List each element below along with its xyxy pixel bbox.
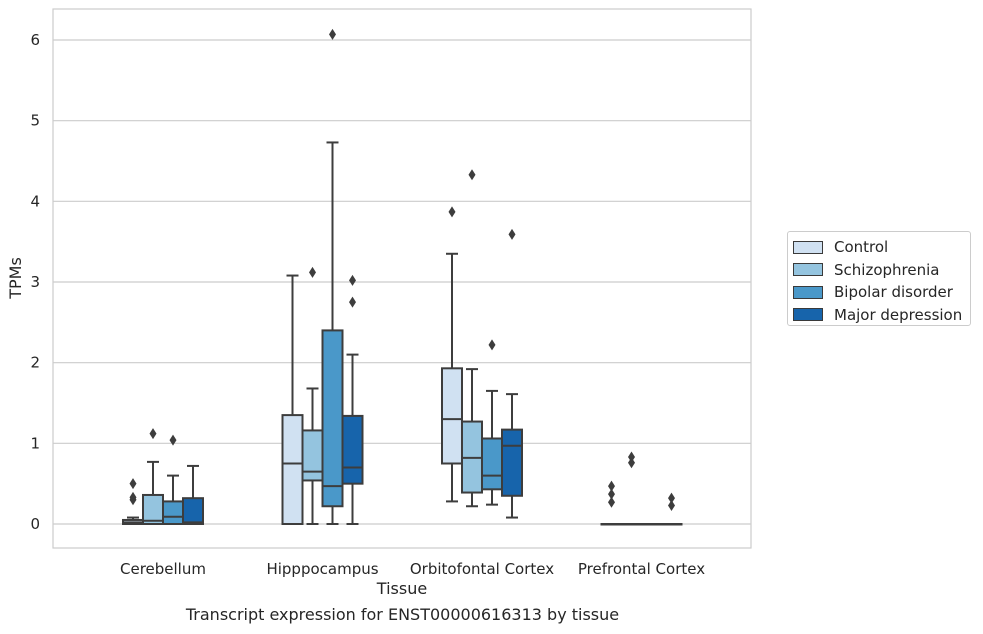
outlier-point <box>448 206 456 218</box>
y-tick-label: 6 <box>30 31 40 49</box>
outlier-point <box>608 488 615 500</box>
legend: Control Schizophrenia Bipolar disorder Majo… <box>787 231 971 326</box>
legend-item: Bipolar disorder <box>792 281 966 304</box>
x-tick-label: Orbitofontal Cortex <box>410 560 554 578</box>
y-tick-labels: 0 1 2 3 4 5 6 <box>30 31 40 533</box>
box-major-depression <box>660 492 683 526</box>
box-schizophrenia <box>461 169 483 508</box>
x-axis-label: Tissue <box>376 579 427 598</box>
chart-title: Transcript expression for ENST0000061631… <box>185 605 620 624</box>
box-plots <box>122 28 683 526</box>
outlier-point <box>608 496 615 508</box>
box-iqr <box>321 329 344 508</box>
outlier-point <box>468 169 476 181</box>
box-iqr <box>441 367 463 465</box>
y-axis-label: TPMs <box>6 257 25 300</box>
y-tick-label: 2 <box>30 354 40 372</box>
outlier-point <box>129 478 137 490</box>
box-iqr <box>301 429 324 482</box>
x-tick-label: Hipppocampus <box>266 560 378 578</box>
legend-swatch <box>793 285 823 299</box>
outlier-point <box>488 339 496 351</box>
outlier-point <box>668 499 675 511</box>
box-bipolar-disorder <box>481 339 503 506</box>
box-major-depression <box>501 228 523 519</box>
legend-swatch <box>793 308 823 322</box>
y-tick-label: 5 <box>30 112 40 130</box>
box-bipolar-disorder <box>162 434 184 525</box>
legend-label: Bipolar disorder <box>834 283 953 302</box>
box-bipolar-disorder <box>321 28 344 525</box>
x-tick-label: Cerebellum <box>120 560 206 578</box>
box-major-depression <box>182 464 204 526</box>
outlier-point <box>349 274 356 286</box>
box-iqr <box>481 437 503 491</box>
grid-lines <box>53 39 751 525</box>
box-schizophrenia <box>620 451 643 526</box>
box-control <box>281 274 304 526</box>
y-tick-label: 1 <box>30 434 40 452</box>
legend-label: Major depression <box>834 305 963 324</box>
box-iqr <box>501 428 523 497</box>
plot-frame <box>52 8 752 549</box>
box-major-depression <box>341 274 364 525</box>
y-tick-label: 4 <box>30 192 40 210</box>
legend-label: Control <box>834 238 889 257</box>
outlier-point <box>149 428 157 440</box>
box-control <box>122 478 144 526</box>
outlier-point <box>309 266 316 278</box>
outlier-point <box>608 480 615 492</box>
legend-item: Major depression <box>792 304 966 327</box>
outlier-point <box>349 296 356 308</box>
box-control <box>600 480 623 526</box>
legend-label: Schizophrenia <box>834 260 940 279</box>
outlier-point <box>329 28 336 40</box>
box-control <box>441 206 463 503</box>
outlier-point <box>628 451 635 463</box>
x-tick-label: Prefrontal Cortex <box>578 560 705 578</box>
box-schizophrenia <box>301 266 324 525</box>
y-tick-label: 0 <box>30 515 40 533</box>
x-tick-labels: Cerebellum Hipppocampus Orbitofontal Corte… <box>120 560 705 578</box>
box-bipolar-disorder <box>640 523 663 526</box>
legend-item: Control <box>792 236 966 259</box>
outlier-point <box>628 457 635 469</box>
box-iqr <box>162 500 184 525</box>
box-iqr <box>281 414 304 526</box>
outlier-point <box>668 492 675 504</box>
box-iqr <box>182 497 204 526</box>
y-tick-label: 3 <box>30 273 40 291</box>
box-schizophrenia <box>142 428 164 525</box>
legend-swatch <box>793 263 823 277</box>
outlier-point <box>169 434 177 446</box>
legend-item: Schizophrenia <box>792 259 966 282</box>
box-iqr <box>142 493 164 525</box>
outlier-point <box>508 228 516 240</box>
legend-swatch <box>793 240 823 254</box>
box-iqr <box>341 414 364 485</box>
outlier-point <box>129 491 137 503</box>
